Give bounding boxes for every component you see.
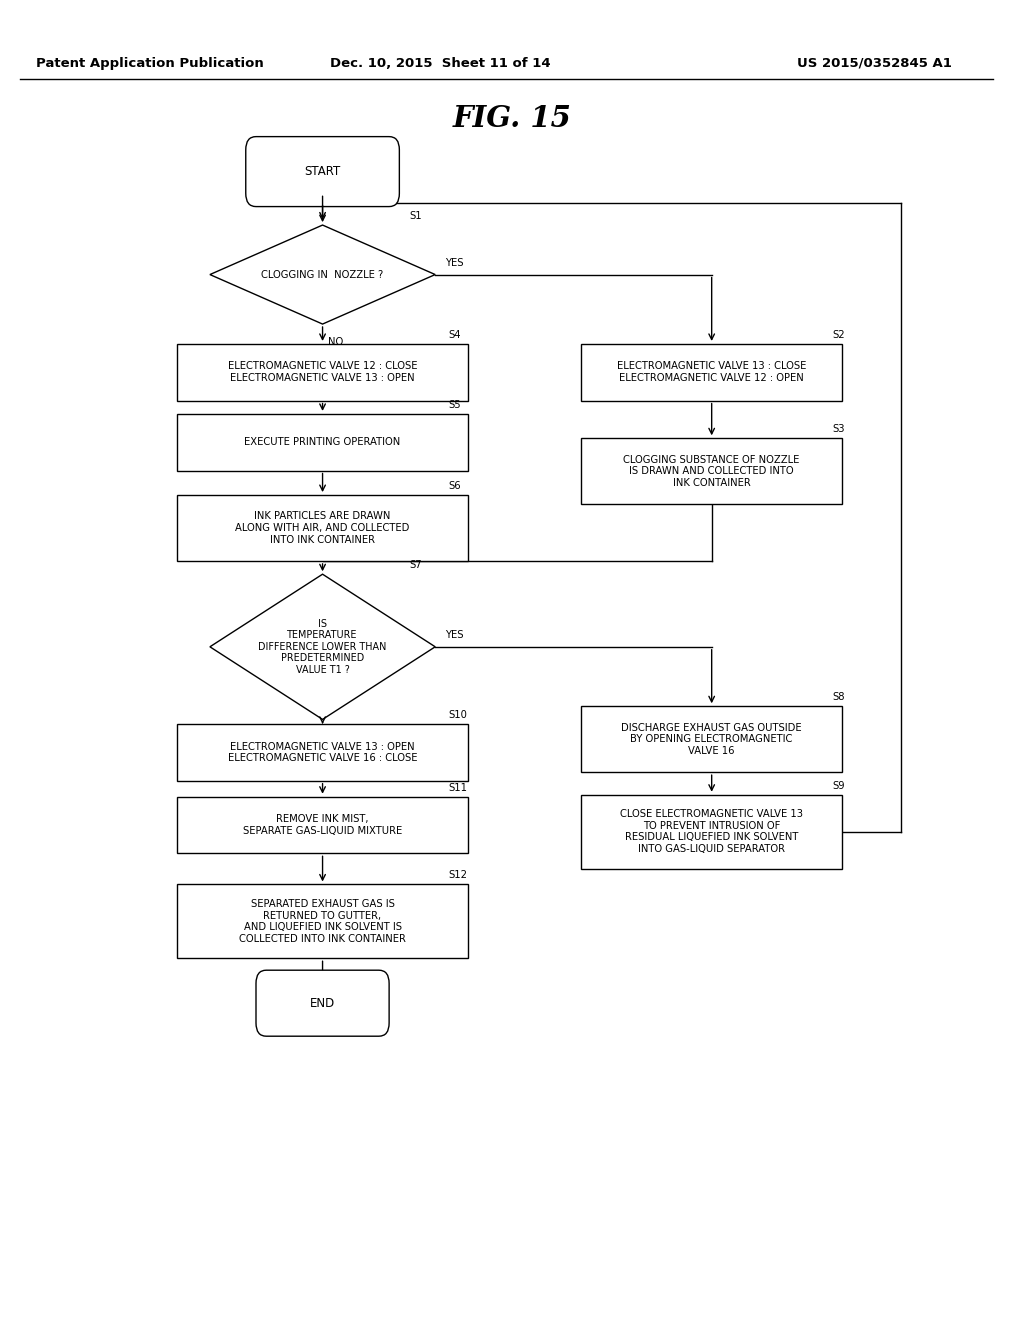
Bar — [177, 495, 469, 561]
Bar — [581, 438, 842, 504]
FancyBboxPatch shape — [246, 136, 399, 206]
Text: Patent Application Publication: Patent Application Publication — [36, 57, 263, 70]
Text: S2: S2 — [831, 330, 845, 341]
Text: END: END — [310, 997, 335, 1010]
Text: INK PARTICLES ARE DRAWN
ALONG WITH AIR, AND COLLECTED
INTO INK CONTAINER: INK PARTICLES ARE DRAWN ALONG WITH AIR, … — [236, 511, 410, 545]
Text: FIG. 15: FIG. 15 — [453, 104, 571, 133]
Text: S5: S5 — [449, 400, 461, 409]
Text: CLOGGING IN  NOZZLE ?: CLOGGING IN NOZZLE ? — [261, 269, 384, 280]
Text: NO: NO — [328, 337, 343, 347]
Bar — [177, 884, 469, 958]
Polygon shape — [210, 224, 435, 323]
Text: S3: S3 — [831, 424, 845, 434]
Text: CLOGGING SUBSTANCE OF NOZZLE
IS DRAWN AND COLLECTED INTO
INK CONTAINER: CLOGGING SUBSTANCE OF NOZZLE IS DRAWN AN… — [624, 454, 800, 488]
Text: SEPARATED EXHAUST GAS IS
RETURNED TO GUTTER,
AND LIQUEFIED INK SOLVENT IS
COLLEC: SEPARATED EXHAUST GAS IS RETURNED TO GUT… — [240, 899, 406, 944]
Text: S7: S7 — [410, 560, 422, 570]
Polygon shape — [210, 574, 435, 719]
Bar — [581, 343, 842, 401]
Bar — [581, 706, 842, 772]
Text: DISCHARGE EXHAUST GAS OUTSIDE
BY OPENING ELECTROMAGNETIC
VALVE 16: DISCHARGE EXHAUST GAS OUTSIDE BY OPENING… — [622, 722, 802, 756]
Text: ELECTROMAGNETIC VALVE 13 : CLOSE
ELECTROMAGNETIC VALVE 12 : OPEN: ELECTROMAGNETIC VALVE 13 : CLOSE ELECTRO… — [617, 362, 806, 383]
Text: S8: S8 — [831, 692, 845, 702]
Text: S9: S9 — [831, 780, 845, 791]
Text: S10: S10 — [449, 710, 467, 721]
Text: EXECUTE PRINTING OPERATION: EXECUTE PRINTING OPERATION — [245, 437, 400, 447]
Bar — [177, 414, 469, 470]
Text: S12: S12 — [449, 870, 467, 880]
Text: S11: S11 — [449, 783, 467, 792]
Text: ELECTROMAGNETIC VALVE 12 : CLOSE
ELECTROMAGNETIC VALVE 13 : OPEN: ELECTROMAGNETIC VALVE 12 : CLOSE ELECTRO… — [227, 362, 418, 383]
Text: CLOSE ELECTROMAGNETIC VALVE 13
TO PREVENT INTRUSION OF
RESIDUAL LIQUEFIED INK SO: CLOSE ELECTROMAGNETIC VALVE 13 TO PREVEN… — [621, 809, 803, 854]
Text: US 2015/0352845 A1: US 2015/0352845 A1 — [798, 57, 952, 70]
Bar — [177, 725, 469, 781]
Text: YES: YES — [445, 257, 464, 268]
Text: NO: NO — [328, 730, 343, 741]
Text: REMOVE INK MIST,
SEPARATE GAS-LIQUID MIXTURE: REMOVE INK MIST, SEPARATE GAS-LIQUID MIX… — [243, 814, 402, 836]
Text: S6: S6 — [449, 480, 461, 491]
FancyBboxPatch shape — [256, 970, 389, 1036]
Text: START: START — [304, 165, 341, 178]
Bar — [177, 797, 469, 854]
Text: IS
TEMPERATURE
DIFFERENCE LOWER THAN
PREDETERMINED
VALUE T1 ?: IS TEMPERATURE DIFFERENCE LOWER THAN PRE… — [258, 619, 387, 675]
Text: YES: YES — [445, 630, 464, 640]
Bar — [177, 343, 469, 401]
Text: ELECTROMAGNETIC VALVE 13 : OPEN
ELECTROMAGNETIC VALVE 16 : CLOSE: ELECTROMAGNETIC VALVE 13 : OPEN ELECTROM… — [227, 742, 418, 763]
Text: Dec. 10, 2015  Sheet 11 of 14: Dec. 10, 2015 Sheet 11 of 14 — [330, 57, 551, 70]
Text: S1: S1 — [410, 211, 422, 220]
Text: S4: S4 — [449, 330, 461, 341]
Bar — [581, 795, 842, 869]
